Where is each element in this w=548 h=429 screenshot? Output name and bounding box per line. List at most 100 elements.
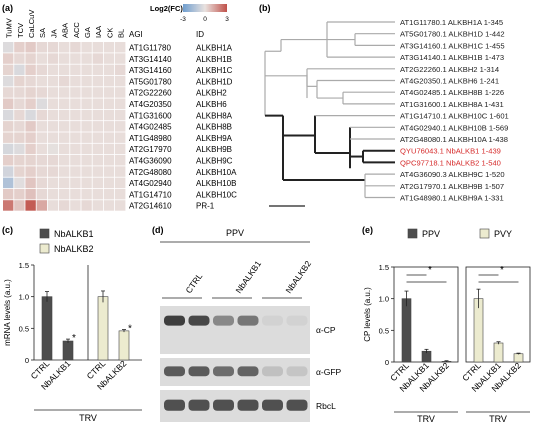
condition-label: BL xyxy=(117,29,126,38)
heatmap-cell xyxy=(103,42,115,53)
tree-leaf-label: AT4G20350.1 ALKBH6 1-241 xyxy=(400,77,499,86)
heatmap-cell xyxy=(92,188,103,200)
row-id: ALKBH1B xyxy=(196,55,232,64)
blot-band xyxy=(237,366,259,377)
heatmap-cell xyxy=(59,75,70,87)
heatmap-cell xyxy=(25,177,36,189)
heatmap-cell xyxy=(70,143,81,155)
heatmap-cell xyxy=(70,109,81,121)
heatmap-cell xyxy=(14,143,25,155)
condition-label: CaLCuV xyxy=(27,10,36,38)
heatmap-cell xyxy=(115,53,126,64)
legend-label: PVY xyxy=(494,229,512,239)
heatmap-cell xyxy=(115,75,126,87)
group-label: TRV xyxy=(417,414,435,424)
lane-label: NbALKB1 xyxy=(233,259,263,296)
heatmap-cell xyxy=(47,53,59,64)
heatmap-cell xyxy=(14,155,25,166)
heatmap-cell xyxy=(47,98,59,109)
heatmap-cell xyxy=(92,166,103,177)
heatmap-cell xyxy=(92,177,103,189)
blot-label: RbcL xyxy=(316,401,336,411)
bar xyxy=(401,298,412,363)
heatmap-cell xyxy=(103,132,115,143)
heatmap-cell xyxy=(3,87,14,98)
heatmap-cell xyxy=(103,177,115,189)
heatmap-cell xyxy=(36,53,47,64)
blot-band xyxy=(213,366,234,377)
y-tick-label: 0.5 xyxy=(379,326,389,335)
heatmap-cell xyxy=(47,75,59,87)
heatmap-cell xyxy=(36,109,47,121)
heatmap-cell xyxy=(81,200,92,211)
row-agi: AT2G22260 xyxy=(129,89,172,98)
heatmap-cell xyxy=(3,109,14,121)
heatmap-cell xyxy=(103,75,115,87)
heatmap-cell xyxy=(81,98,92,109)
heatmap-cell xyxy=(92,42,103,53)
heatmap-cell xyxy=(14,188,25,200)
heatmap-cell xyxy=(36,200,47,211)
legend-colorbar xyxy=(183,4,227,12)
row-id: ALKBH10A xyxy=(196,168,237,177)
heatmap-cell xyxy=(70,200,81,211)
panel-d-western-blot: (d) PPV CTRL NbALKB1 NbALKB2 α-CP α-GFP RbcL xyxy=(152,225,342,422)
legend-label: NbALKB2 xyxy=(54,244,94,254)
panel-d: (d) PPV CTRL NbALKB1 NbALKB2 α-CP α-GFP RbcL xyxy=(150,222,360,424)
panel-c-bar-chart: (c) NbALKB1 NbALKB2 0 0.5 1.0 1.5 mRNA levels (… xyxy=(2,225,142,423)
heatmap-cell xyxy=(25,53,36,64)
y-tick-label: 1.0 xyxy=(379,295,389,304)
row-id: ALKBH10C xyxy=(196,190,237,199)
bar xyxy=(97,296,109,361)
legend-swatch xyxy=(39,228,50,239)
significance-star: * xyxy=(428,265,432,276)
tree-leaf-label: AT4G02485.1 ALKBH8B 1-226 xyxy=(400,88,504,97)
y-tick-label: 1.5 xyxy=(19,261,29,270)
blot-band xyxy=(164,399,185,411)
row-id: ALKBH8B xyxy=(196,123,232,132)
heatmap-cell xyxy=(103,53,115,64)
heatmap-cell xyxy=(25,64,36,76)
heatmap-cell xyxy=(47,200,59,211)
heatmap-cell xyxy=(14,177,25,189)
row-agi: AT4G02485 xyxy=(129,123,172,132)
row-agi: AT4G36090 xyxy=(129,157,172,166)
heatmap-cell xyxy=(47,188,59,200)
heatmap-cell xyxy=(59,121,70,132)
lane-label: NbALKB2 xyxy=(283,259,313,296)
heatmap-cell xyxy=(3,200,14,211)
heatmap-cell xyxy=(59,132,70,143)
panel-e: (e) 0 0.5 1.0 1.5 CP levels (a.u.) PPV CTRL NbAL… xyxy=(360,222,548,424)
heatmap-cell xyxy=(47,166,59,177)
heatmap-cell xyxy=(36,75,47,87)
heatmap-cell xyxy=(81,132,92,143)
group-label: TRV xyxy=(79,413,97,423)
y-tick-label: 1.5 xyxy=(379,263,389,272)
heatmap-cell xyxy=(36,98,47,109)
heatmap-cell xyxy=(14,121,25,132)
heatmap-cell xyxy=(70,98,81,109)
heatmap-cell xyxy=(47,177,59,189)
heatmap-cell xyxy=(14,109,25,121)
heatmap-cell xyxy=(115,132,126,143)
heatmap-cell xyxy=(36,166,47,177)
blot-band xyxy=(188,315,210,326)
condition-label: GA xyxy=(83,27,92,38)
blot-band xyxy=(262,366,283,377)
panel-label: (e) xyxy=(362,225,373,235)
condition-label: JA xyxy=(49,29,58,38)
row-agi: AT3G14140 xyxy=(129,55,172,64)
heatmap-cell xyxy=(14,87,25,98)
heatmap-cell xyxy=(25,98,36,109)
blot-band xyxy=(188,399,210,411)
tree-leaf-label: AT2G17970.1 ALKBH9B 1-507 xyxy=(400,182,504,191)
panel-label: (d) xyxy=(152,225,164,235)
condition-label: IAA xyxy=(94,26,103,38)
heatmap-cell xyxy=(25,87,36,98)
heatmap-cell xyxy=(70,166,81,177)
heatmap-cell xyxy=(25,42,36,53)
heatmap-cell xyxy=(47,155,59,166)
heatmap-cell xyxy=(25,143,36,155)
heatmap-cell xyxy=(3,177,14,189)
heatmap-cell xyxy=(92,200,103,211)
